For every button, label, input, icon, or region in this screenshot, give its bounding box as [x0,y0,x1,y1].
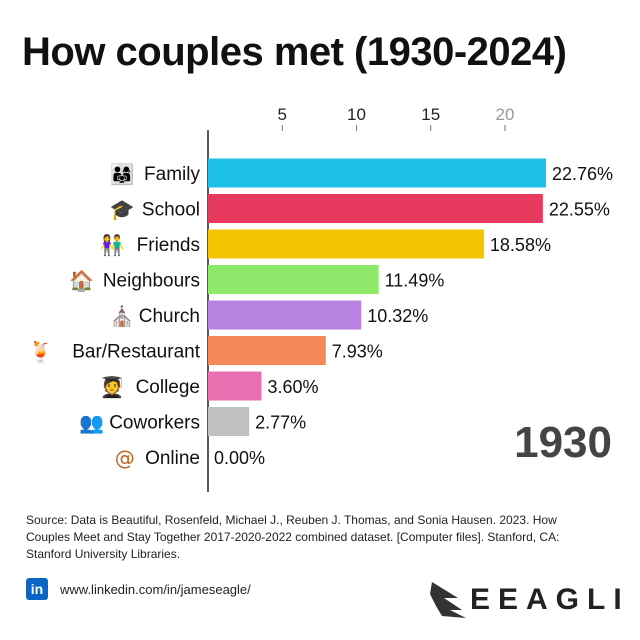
bar-neighbours [208,265,379,294]
category-icon: @ [115,446,135,470]
bar-family [208,158,546,188]
x-tick-label: 5 [278,105,287,124]
category-label: Online [145,448,200,469]
value-label: 2.77% [255,413,306,433]
category-label: Friends [137,235,200,256]
value-label: 22.76% [552,164,613,184]
value-label: 7.93% [332,342,383,362]
category-icon: 🍹 [28,340,53,364]
bar-chart: 5 10 15 20 Family 👨‍👩‍👧 22.76% School 🎓 22.55% Fri… [28,105,613,492]
value-label: 0.00% [214,448,265,468]
category-icon: 👨‍👩‍👧 [110,162,135,186]
value-label: 10.32% [367,306,428,326]
category-label: College [136,377,200,398]
source-text: Source: Data is Beautiful, Rosenfeld, Mi… [26,513,560,561]
category-label: Family [144,164,200,185]
linkedin-url[interactable]: www.linkedin.com/in/jameseagle/ [60,582,251,597]
chart-title: How couples met (1930-2024) [22,30,567,74]
bar-school [208,194,543,223]
brand-name: EEAGLI [470,583,630,616]
x-tick-label: 15 [421,105,440,124]
year-label: 1930 [514,418,612,467]
value-label: 11.49% [385,271,445,291]
category-icon: 🏠 [69,269,94,293]
eagle-logo-icon [430,582,466,618]
category-label: Bar/Restaurant [72,342,201,363]
category-icon: 🎓 [110,198,135,222]
value-label: 3.60% [267,377,318,397]
bar-college [208,371,262,401]
category-label: Neighbours [103,271,200,292]
value-label: 18.58% [490,235,551,255]
category-label: School [142,200,200,221]
linkedin-icon[interactable]: in [26,578,48,600]
x-tick-label: 20 [496,105,515,124]
value-label: 22.55% [549,200,610,220]
bar-bar-restaurant [208,336,326,365]
category-label: Church [139,306,200,327]
category-icon: 🧑‍🎓 [100,375,125,399]
category-icon: 👥 [79,411,104,435]
bar-friends [208,229,484,259]
x-tick-label: 10 [347,105,366,124]
bar-church [208,300,362,330]
category-label: Coworkers [109,413,200,434]
category-icon: 👫 [100,233,125,257]
bar-coworkers [208,407,250,436]
category-icon: ⛪ [110,304,135,328]
